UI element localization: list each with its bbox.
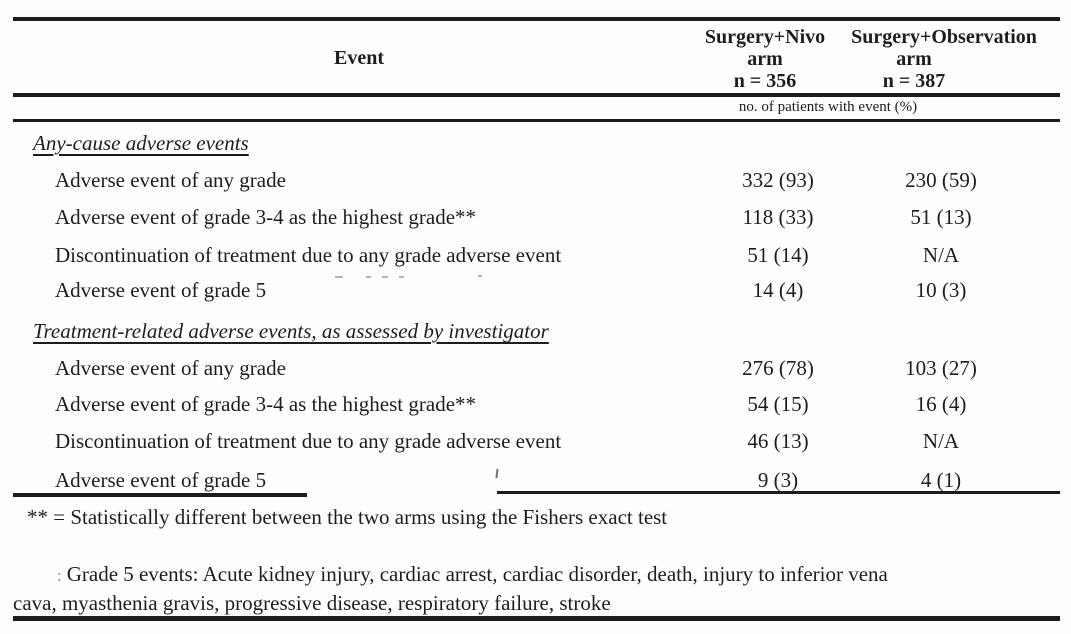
row-label: Adverse event of grade 3-4 as the highes… — [55, 392, 477, 416]
nivo-value: 9 (3) — [757, 468, 799, 492]
rule-table-bottom-left-segment — [13, 493, 307, 497]
column-header-nivo-arm: Surgery+Nivo arm n = 356 — [705, 26, 825, 92]
rule-below-unit-note — [13, 119, 1060, 122]
column-header-event: Event — [334, 47, 384, 69]
nivo-value: 276 (78) — [742, 356, 814, 380]
nivo-arm-word: arm — [747, 48, 783, 70]
row-label: Discontinuation of treatment due to any … — [55, 243, 562, 267]
nivo-arm-name: Surgery+Nivo — [704, 26, 826, 48]
row-label: Adverse event of any grade — [55, 168, 286, 192]
scan-artifact-tick — [495, 468, 499, 479]
observation-arm-n: n = 387 — [882, 70, 946, 92]
observation-value: 4 (1) — [920, 468, 962, 492]
observation-value: 103 (27) — [905, 356, 977, 380]
nivo-value: 46 (13) — [747, 429, 809, 453]
scan-artifact-dot — [382, 276, 388, 278]
observation-arm-word: arm — [896, 48, 932, 70]
scan-artifact-dot — [335, 276, 343, 278]
row-label: Adverse event of grade 5 — [55, 468, 267, 492]
footnote-marker: : — [57, 566, 62, 585]
event-header-label: Event — [334, 47, 384, 69]
observation-value: N/A — [922, 429, 960, 453]
observation-value: N/A — [922, 243, 960, 267]
scan-artifact-dot — [478, 275, 482, 277]
nivo-value: 118 (33) — [742, 205, 814, 229]
column-header-observation-arm: Surgery+Observation arm n = 387 — [851, 26, 1037, 92]
rule-table-bottom-right-segment — [497, 490, 1060, 495]
footnote-grade5-line2: cava, myasthenia gravis, progressive dis… — [13, 590, 611, 615]
row-label: Adverse event of any grade — [55, 356, 286, 380]
unit-note: no. of patients with event (%) — [738, 99, 918, 115]
nivo-value: 51 (14) — [747, 243, 809, 267]
footnote-grade5-line1: : Grade 5 events: Acute kidney injury, ca… — [13, 561, 1063, 590]
scan-artifact-dot — [399, 276, 404, 278]
section-heading-any-cause: Any-cause adverse events — [33, 131, 249, 155]
observation-value: 16 (4) — [915, 392, 967, 416]
nivo-arm-n: n = 356 — [733, 70, 797, 92]
observation-arm-name: Surgery+Observation — [851, 26, 1037, 48]
row-label: Adverse event of grade 3-4 as the highes… — [55, 205, 477, 229]
nivo-value: 14 (4) — [752, 278, 804, 302]
row-label: Discontinuation of treatment due to any … — [55, 429, 562, 453]
footnote-grade5-events: : Grade 5 events: Acute kidney injury, ca… — [13, 561, 1063, 617]
section-heading-treatment-related: Treatment-related adverse events, as ass… — [33, 319, 549, 343]
observation-value: 51 (13) — [910, 205, 972, 229]
row-label: Adverse event of grade 5 — [55, 278, 267, 302]
observation-value: 10 (3) — [915, 278, 967, 302]
rule-top — [13, 17, 1060, 21]
rule-page-bottom — [13, 616, 1060, 621]
rule-below-header — [13, 93, 1060, 97]
footnote-significance: ** = Statistically different between the… — [27, 505, 668, 529]
nivo-value: 54 (15) — [747, 392, 809, 416]
observation-value: 230 (59) — [905, 168, 977, 192]
footnote-grade5-line1-text: Grade 5 events: Acute kidney injury, car… — [66, 562, 888, 586]
nivo-value: 332 (93) — [742, 168, 814, 192]
scan-artifact-dot — [366, 276, 371, 278]
